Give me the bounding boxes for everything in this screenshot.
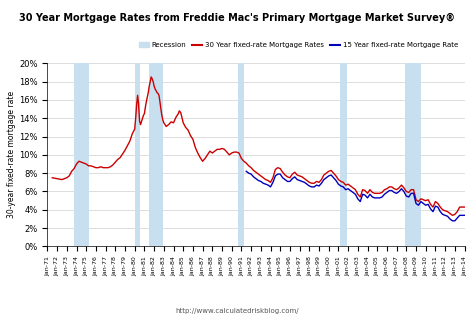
Bar (135, 63, 139, 246)
Bar (405, 63, 421, 246)
Bar (74, 63, 89, 246)
Bar (149, 63, 163, 246)
Bar (237, 63, 244, 246)
Bar (340, 63, 347, 246)
Y-axis label: 30-year fixed-rate mortgage rate: 30-year fixed-rate mortgage rate (7, 91, 16, 218)
Text: 30 Year Mortgage Rates from Freddie Mac's Primary Mortgage Market Survey®: 30 Year Mortgage Rates from Freddie Mac'… (19, 13, 455, 23)
Legend: Recession, 30 Year fixed-rate Mortgage Rates, 15 Year fixed-rate Mortgage Rate: Recession, 30 Year fixed-rate Mortgage R… (136, 39, 461, 51)
Text: http://www.calculatedriskblog.com/: http://www.calculatedriskblog.com/ (175, 308, 299, 314)
